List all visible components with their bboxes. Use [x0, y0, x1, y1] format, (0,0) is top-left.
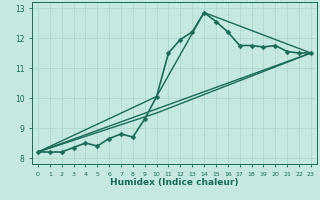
X-axis label: Humidex (Indice chaleur): Humidex (Indice chaleur): [110, 178, 239, 187]
